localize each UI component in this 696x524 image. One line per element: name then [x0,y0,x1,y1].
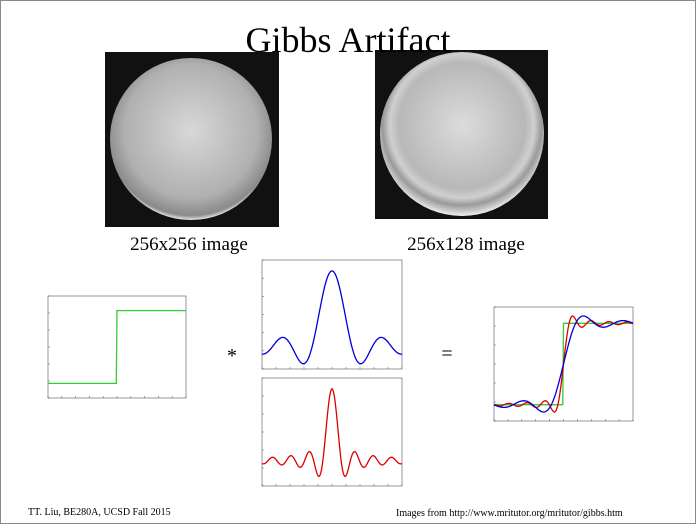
image-caption: 256x256 image [130,234,248,255]
plot-frame [262,378,402,486]
operator: = [441,343,452,365]
footer-left: TT. Liu, BE280A, UCSD Fall 2015 [28,507,171,518]
phantom [380,52,544,216]
plot-frame [262,260,402,369]
slide-title: Gibbs Artifact [246,20,451,60]
image-caption: 256x128 image [407,234,525,255]
footer-right: Images from http://www.mritutor.org/mrit… [396,508,623,519]
plots [48,260,633,486]
phantom [110,58,272,220]
slide: Gibbs Artifact 256x256 image 256x128 ima… [0,0,696,524]
operator: * [227,345,237,367]
